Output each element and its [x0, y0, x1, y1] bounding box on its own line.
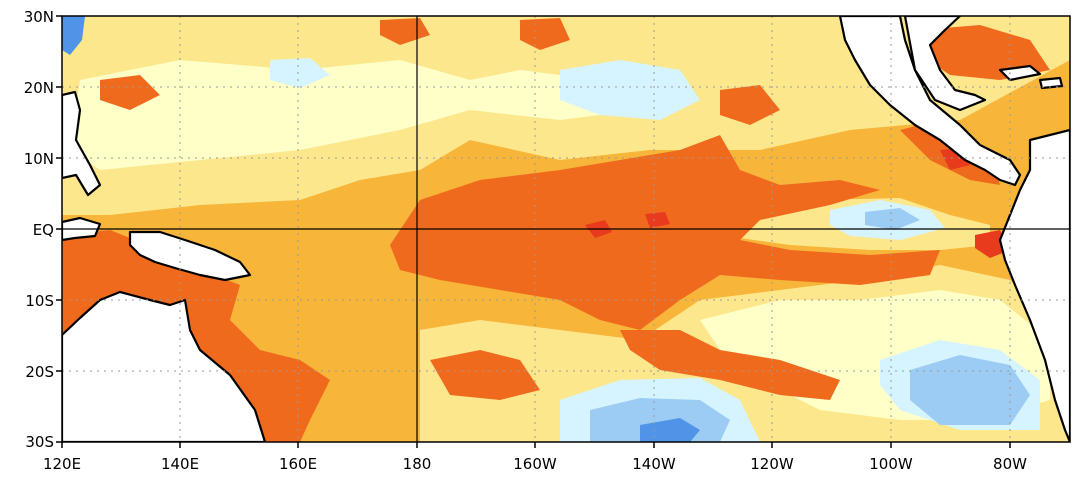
anomaly-positive-caribbean — [920, 25, 1050, 80]
anomaly-strong-negative-corner — [62, 16, 85, 55]
land-new-guinea — [128, 230, 252, 282]
anomaly-strong-negative-south — [640, 418, 700, 442]
lat-label-eq: EQ — [33, 221, 54, 239]
lat-label-10n: 10N — [24, 150, 54, 168]
anomaly-positive-south-central — [430, 350, 540, 400]
land-caribbean-islands — [998, 64, 1064, 90]
tick-marks — [56, 15, 1011, 448]
anomaly-negative-east — [865, 208, 920, 230]
lon-label-160w: 160W — [513, 455, 557, 473]
land-philippines — [62, 90, 102, 197]
lat-label-10s: 10S — [25, 292, 54, 310]
anomaly-negative-southeast — [910, 355, 1030, 425]
anomaly-weak-negative-north — [560, 60, 700, 120]
lat-label-30s: 30S — [25, 433, 54, 451]
lon-label-140e: 140E — [161, 455, 199, 473]
land-australia — [62, 290, 267, 442]
lon-label-120e: 120E — [43, 455, 81, 473]
lat-label-20n: 20N — [24, 79, 54, 97]
lon-label-160e: 160E — [279, 455, 317, 473]
anomaly-positive-equatorial — [390, 135, 940, 330]
lon-label-140w: 140W — [632, 455, 676, 473]
land — [62, 16, 1070, 442]
lat-label-30n: 30N — [24, 8, 54, 26]
anomaly-weak-negative-northwest — [270, 58, 330, 88]
lat-label-20s: 20S — [25, 363, 54, 381]
land-mexico-gulf-coast — [903, 16, 987, 112]
grid-lines — [62, 16, 1070, 442]
lat-tick-labels: 30N 20N 10N EQ 10S 20S 30S — [24, 8, 54, 451]
anomaly-positive-south-band — [620, 330, 840, 400]
lon-label-80w: 80W — [993, 455, 1027, 473]
lon-label-100w: 100W — [869, 455, 913, 473]
land-south-america — [998, 128, 1070, 442]
lon-tick-labels: 120E 140E 160E 180 160W 140W 120W 100W 8… — [43, 455, 1027, 473]
lon-label-120w: 120W — [750, 455, 794, 473]
lon-label-180: 180 — [403, 455, 432, 473]
